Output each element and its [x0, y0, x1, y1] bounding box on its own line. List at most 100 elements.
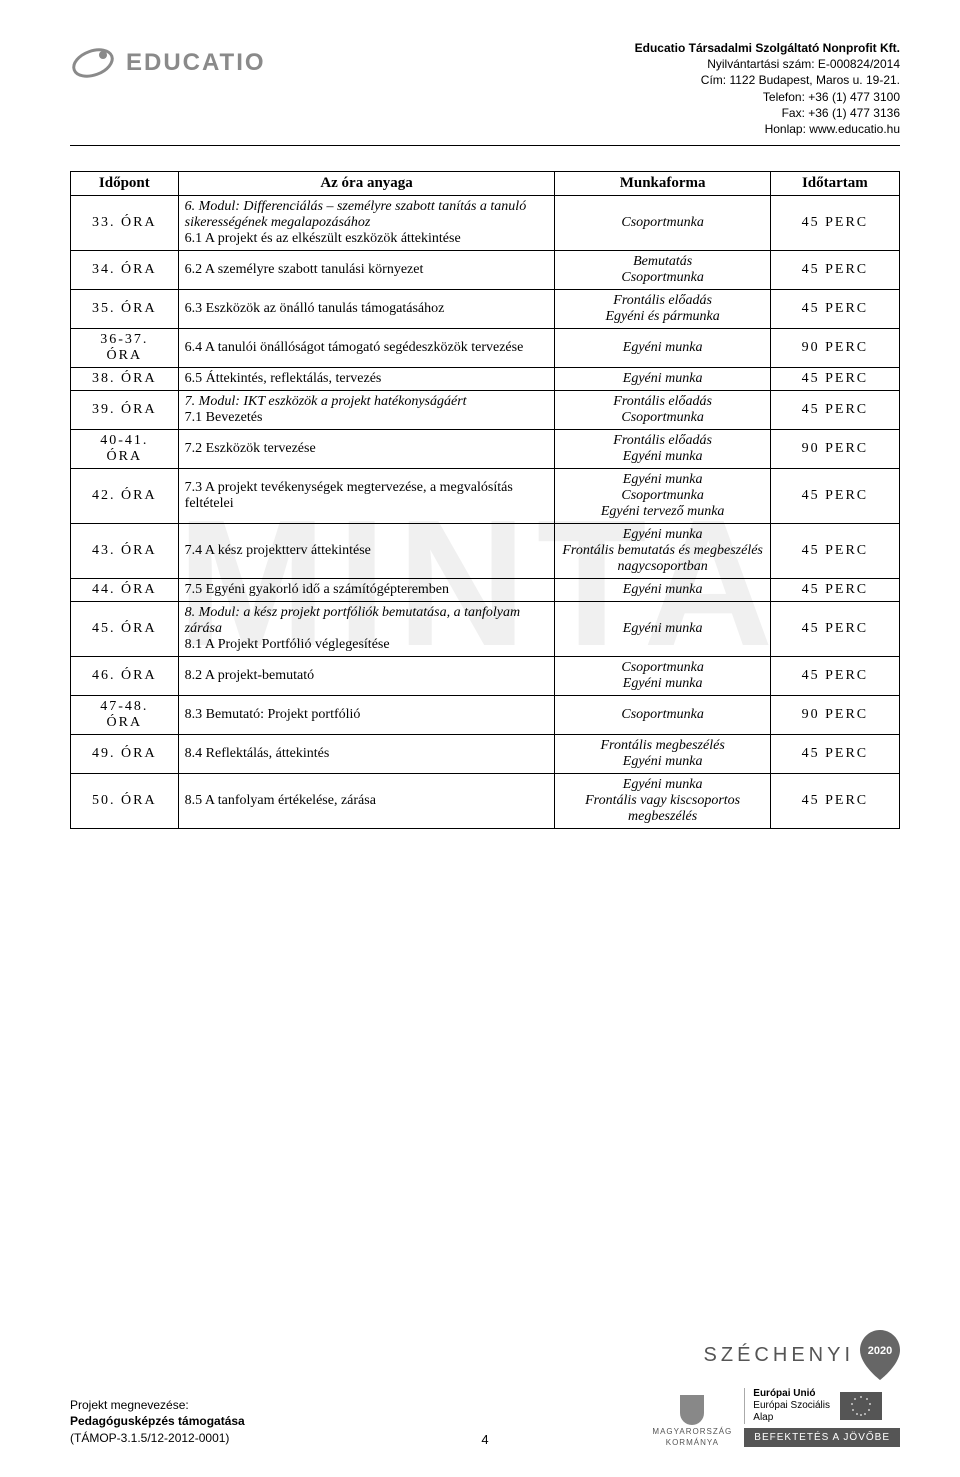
cell-time: 45. ÓRA: [71, 602, 179, 657]
topic-plain-text: 6.2 A személyre szabott tanulási környez…: [185, 262, 549, 278]
cell-form: Frontális előadásEgyéni munka: [555, 430, 770, 469]
cell-form: Frontális megbeszélésEgyéni munka: [555, 735, 770, 774]
szechenyi-pin-icon: 2020: [860, 1330, 900, 1380]
cell-duration: 45 PERC: [770, 251, 899, 290]
cell-time: 50. ÓRA: [71, 774, 179, 829]
topic-plain-text: 6.4 A tanulói önállóságot támogató segéd…: [185, 340, 549, 356]
topic-plain-text: 6.1 A projekt és az elkészült eszközök á…: [185, 231, 549, 247]
table-row: 43. ÓRA 7.4 A kész projektterv áttekintés…: [71, 524, 900, 579]
topic-plain-text: 8.3 Bemutató: Projekt portfólió: [185, 707, 549, 723]
topic-plain-text: 8.2 A projekt-bemutató: [185, 668, 549, 684]
eu-title: Európai Unió: [753, 1388, 830, 1400]
table-row: 36-37. ÓRA 6.4 A tanulói önállóságot támo…: [71, 329, 900, 368]
cell-form: Egyéni munkaFrontális bemutatás és megbe…: [555, 524, 770, 579]
th-time: Időpont: [71, 172, 179, 196]
cell-time: 34. ÓRA: [71, 251, 179, 290]
cell-form: Egyéni munka: [555, 368, 770, 391]
cell-time: 36-37. ÓRA: [71, 329, 179, 368]
eu-flag-icon: [840, 1392, 882, 1420]
project-code: (TÁMOP-3.1.5/12-2012-0001): [70, 1430, 245, 1447]
topic-plain-text: 7.2 Eszközök tervezése: [185, 441, 549, 457]
table-row: 47-48. ÓRA 8.3 Bemutató: Projekt portfóli…: [71, 696, 900, 735]
topic-plain-text: 8.1 A Projekt Portfólió véglegesítése: [185, 637, 549, 653]
cell-topic: 8.3 Bemutató: Projekt portfólió: [178, 696, 555, 735]
cell-form: Csoportmunka: [555, 196, 770, 251]
table-row: 49. ÓRA8.4 Reflektálás, áttekintésFrontá…: [71, 735, 900, 774]
table-row: 34. ÓRA 6.2 A személyre szabott tanulási …: [71, 251, 900, 290]
footer-lower-right: MAGYARORSZÁG KORMÁNYA Európai Unió Európ…: [652, 1388, 900, 1447]
org-name: Educatio Társadalmi Szolgáltató Nonprofi…: [635, 40, 900, 56]
org-info: Educatio Társadalmi Szolgáltató Nonprofi…: [635, 40, 900, 137]
cell-duration: 45 PERC: [770, 290, 899, 329]
org-addr: Cím: 1122 Budapest, Maros u. 19-21.: [635, 72, 900, 88]
cell-duration: 45 PERC: [770, 774, 899, 829]
cell-topic: 8.2 A projekt-bemutató: [178, 657, 555, 696]
org-web: Honlap: www.educatio.hu: [635, 121, 900, 137]
cell-form: BemutatásCsoportmunka: [555, 251, 770, 290]
svg-text:2020: 2020: [868, 1345, 892, 1357]
table-row: 39. ÓRA7. Modul: IKT eszközök a projekt …: [71, 391, 900, 430]
cell-form: Egyéni munkaCsoportmunkaEgyéni tervező m…: [555, 469, 770, 524]
table-row: 44. ÓRA7.5 Egyéni gyakorló idő a számító…: [71, 579, 900, 602]
cell-topic: 6. Modul: Differenciálás – személyre sza…: [178, 196, 555, 251]
cell-form: Egyéni munkaFrontális vagy kiscsoportos …: [555, 774, 770, 829]
page-number: 4: [481, 1432, 488, 1447]
schedule-table: Időpont Az óra anyaga Munkaforma Időtart…: [70, 171, 900, 829]
table-row: 42. ÓRA7.3 A projekt tevékenységek megte…: [71, 469, 900, 524]
page-header: EDUCATIO Educatio Társadalmi Szolgáltató…: [70, 40, 900, 146]
cell-topic: 6.4 A tanulói önállóságot támogató segéd…: [178, 329, 555, 368]
eu-sub2: Alap: [753, 1412, 830, 1424]
footer-project-info: Projekt megnevezése: Pedagógusképzés tám…: [70, 1397, 245, 1447]
cell-form: Frontális előadásCsoportmunka: [555, 391, 770, 430]
footer-badges: SZÉCHENYI 2020 MAGYARORSZÁG KORMÁNYA Eur…: [652, 1330, 900, 1447]
table-row: 50. ÓRA8.5 A tanfolyam értékelése, zárás…: [71, 774, 900, 829]
cell-time: 46. ÓRA: [71, 657, 179, 696]
cell-form: Egyéni munka: [555, 329, 770, 368]
table-row: 46. ÓRA8.2 A projekt-bemutatóCsoportmunk…: [71, 657, 900, 696]
cell-topic: 8.4 Reflektálás, áttekintés: [178, 735, 555, 774]
topic-plain-text: 6.5 Áttekintés, reflektálás, tervezés: [185, 371, 549, 387]
cell-duration: 45 PERC: [770, 368, 899, 391]
project-title: Pedagógusképzés támogatása: [70, 1413, 245, 1430]
topic-plain-text: 7.3 A projekt tevékenységek megtervezése…: [185, 480, 549, 512]
cell-duration: 45 PERC: [770, 602, 899, 657]
cell-duration: 90 PERC: [770, 329, 899, 368]
hungary-gov-block: MAGYARORSZÁG KORMÁNYA: [652, 1395, 732, 1447]
cell-time: 49. ÓRA: [71, 735, 179, 774]
cell-time: 35. ÓRA: [71, 290, 179, 329]
szechenyi-text: SZÉCHENYI: [704, 1344, 854, 1367]
cell-duration: 45 PERC: [770, 469, 899, 524]
cell-time: 47-48. ÓRA: [71, 696, 179, 735]
cell-topic: 8. Modul: a kész projekt portfóliók bemu…: [178, 602, 555, 657]
educatio-logo-icon: [70, 40, 116, 86]
cell-topic: 6.3 Eszközök az önálló tanulás támogatás…: [178, 290, 555, 329]
th-topic: Az óra anyaga: [178, 172, 555, 196]
cell-duration: 45 PERC: [770, 579, 899, 602]
eu-row: Európai Unió Európai Szociális Alap: [744, 1388, 882, 1424]
cell-duration: 45 PERC: [770, 735, 899, 774]
topic-module-text: 7. Modul: IKT eszközök a projekt hatékon…: [185, 394, 549, 410]
cell-duration: 90 PERC: [770, 696, 899, 735]
topic-plain-text: 7.4 A kész projektterv áttekintése: [185, 543, 549, 559]
invest-bar: BEFEKTETÉS A JÖVŐBE: [744, 1428, 900, 1447]
cell-topic: 7.2 Eszközök tervezése: [178, 430, 555, 469]
cell-topic: 7.5 Egyéni gyakorló idő a számítógéptere…: [178, 579, 555, 602]
org-tel: Telefon: +36 (1) 477 3100: [635, 89, 900, 105]
cell-duration: 45 PERC: [770, 524, 899, 579]
cell-time: 43. ÓRA: [71, 524, 179, 579]
th-form: Munkaforma: [555, 172, 770, 196]
org-reg: Nyilvántartási szám: E-000824/2014: [635, 56, 900, 72]
cell-duration: 45 PERC: [770, 391, 899, 430]
topic-plain-text: 6.3 Eszközök az önálló tanulás támogatás…: [185, 301, 549, 317]
table-row: 38. ÓRA6.5 Áttekintés, reflektálás, terv…: [71, 368, 900, 391]
hungary-text1: MAGYARORSZÁG: [652, 1427, 732, 1436]
hungary-coat-icon: [680, 1395, 704, 1425]
cell-topic: 7.4 A kész projektterv áttekintése: [178, 524, 555, 579]
cell-time: 42. ÓRA: [71, 469, 179, 524]
eu-sub1: Európai Szociális: [753, 1400, 830, 1412]
cell-topic: 7. Modul: IKT eszközök a projekt hatékon…: [178, 391, 555, 430]
table-row: 45. ÓRA8. Modul: a kész projekt portfóli…: [71, 602, 900, 657]
project-label: Projekt megnevezése:: [70, 1397, 245, 1414]
table-row: 35. ÓRA 6.3 Eszközök az önálló tanulás tá…: [71, 290, 900, 329]
cell-form: Egyéni munka: [555, 579, 770, 602]
